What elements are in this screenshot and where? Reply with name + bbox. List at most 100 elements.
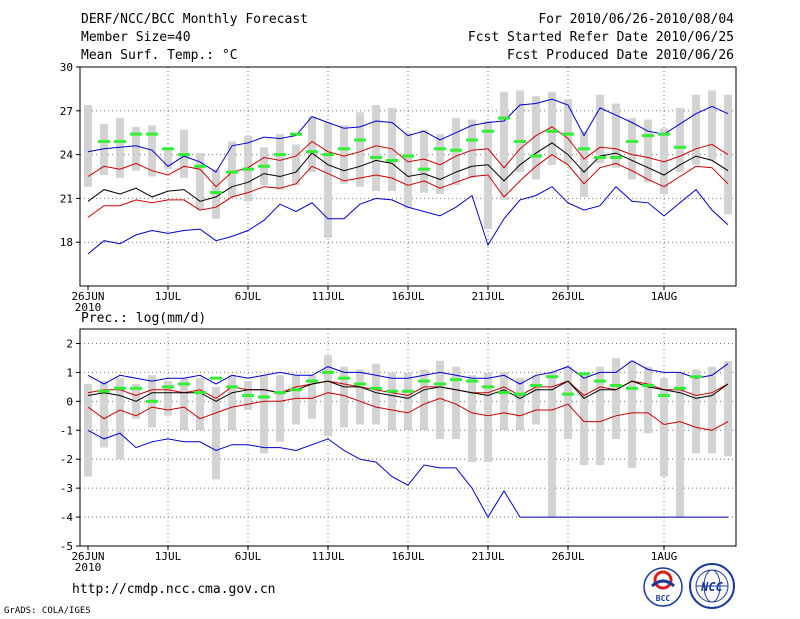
ncc-logo-text: NCC [700, 580, 723, 594]
x-tick-label: 1JUL [155, 290, 182, 303]
ensemble-range-bar [468, 375, 476, 463]
series-line-min [87, 429, 728, 519]
y-tick-label: -2 [60, 453, 73, 466]
ensemble-range-bar [372, 363, 380, 425]
y-tick-label: 1 [66, 366, 73, 379]
x-tick-label: 16JUL [391, 550, 424, 563]
ensemble-range-bar [164, 381, 172, 416]
y-tick-label: -1 [60, 424, 73, 437]
ensemble-range-bar [564, 99, 572, 164]
ensemble-range-bar [148, 125, 156, 177]
grads-credit: GrADS: COLA/IGES [4, 606, 91, 616]
ensemble-range-bar [596, 366, 604, 465]
ensemble-range-bar [260, 375, 268, 454]
series-line-lower [87, 153, 729, 218]
ensemble-range-bar [84, 104, 92, 187]
ensemble-range-bar [692, 94, 700, 165]
ensemble-range-bar [340, 125, 348, 184]
y-tick-label: 24 [60, 149, 74, 162]
ensemble-range-bar [388, 107, 396, 192]
ensemble-range-bar [132, 126, 140, 171]
ensemble-range-bar [532, 96, 540, 180]
ensemble-range-bar [436, 360, 444, 439]
x-tick-label: 16JUL [391, 290, 424, 303]
ensemble-range-bar [532, 375, 540, 425]
x-tick-label: 26JUL [551, 290, 584, 303]
x-tick-label: 1JUL [155, 550, 182, 563]
ensemble-range-bar [420, 129, 428, 193]
x-tick-label: 21JUL [471, 290, 504, 303]
ensemble-range-bar [356, 112, 364, 187]
y-tick-label: -4 [60, 511, 74, 524]
ensemble-range-bar [180, 378, 188, 431]
ensemble-range-bar [196, 153, 204, 211]
ensemble-range-bar [692, 369, 700, 454]
x-tick-label: 11JUL [311, 290, 344, 303]
y-tick-label: 18 [60, 236, 73, 249]
x-tick-label: 6JUL [235, 290, 262, 303]
series-line-max [87, 98, 729, 173]
y-tick-label: 0 [66, 395, 73, 408]
ensemble-range-bar [468, 119, 476, 178]
ensemble-range-bar [212, 386, 220, 480]
y-tick-label: 2 [66, 337, 73, 350]
ensemble-range-bar [628, 118, 636, 180]
ensemble-range-bar [308, 375, 316, 419]
ensemble-range-bar [452, 366, 460, 439]
ensemble-range-bar [676, 107, 684, 173]
ensemble-range-bar [420, 369, 428, 431]
ensemble-range-bar [324, 122, 332, 238]
ensemble-range-bar [340, 366, 348, 428]
ensemble-range-bar [516, 378, 524, 431]
temperature-panel-label: Mean Surf. Temp.: °C [81, 48, 238, 63]
ensemble-range-bar [100, 381, 108, 448]
fcst-started-date: Fcst Started Refer Date 2010/06/25 [467, 30, 734, 45]
ensemble-range-bar [84, 383, 92, 477]
ensemble-range-bar [404, 132, 412, 209]
ensemble-range-bar [708, 366, 716, 454]
ensemble-range-bar [580, 375, 588, 465]
ensemble-range-bar [500, 91, 508, 200]
forecast-period: For 2010/06/26-2010/08/04 [538, 12, 734, 27]
ensemble-range-bar [308, 116, 316, 173]
ensemble-range-bar [580, 131, 588, 197]
ensemble-range-bar [644, 119, 652, 183]
precipitation-panel-label: Prec.: log(mm/d) [81, 311, 207, 326]
x-tick-label: 21JUL [471, 550, 504, 563]
ensemble-range-bar [116, 378, 124, 460]
y-tick-label: 30 [60, 61, 73, 74]
ensemble-range-bar [660, 128, 668, 195]
ensemble-range-bar [500, 372, 508, 431]
ensemble-range-bar [388, 372, 396, 431]
ensemble-range-bar [708, 90, 716, 161]
ensemble-range-bar [644, 366, 652, 434]
ncc-logo-icon: NCC [689, 563, 735, 609]
ensemble-range-bar [548, 372, 556, 518]
series-line-mean [87, 142, 729, 202]
member-size: Member Size=40 [81, 30, 191, 45]
series-line-upper [87, 126, 729, 188]
ensemble-range-bar [324, 355, 332, 437]
ensemble-range-bar [356, 369, 364, 425]
ensemble-range-bar [228, 141, 236, 197]
y-tick-label: -3 [60, 482, 73, 495]
source-url[interactable]: http://cmdp.ncc.cma.gov.cn [72, 582, 276, 597]
ensemble-range-bar [276, 134, 284, 190]
ensemble-range-bar [372, 104, 380, 192]
bcc-logo-text: BCC [656, 594, 671, 603]
ensemble-range-bar [516, 90, 524, 173]
ensemble-range-bar [548, 91, 556, 165]
ensemble-range-bar [484, 372, 492, 463]
ensemble-range-bar [628, 360, 636, 468]
x-tick-year-label: 2010 [75, 561, 102, 574]
ensemble-range-bar [196, 378, 204, 431]
y-tick-label: 21 [60, 192, 73, 205]
ensemble-range-bar [564, 366, 572, 439]
ensemble-range-bar [292, 144, 300, 186]
y-tick-label: -5 [60, 540, 73, 553]
ensemble-range-bar [612, 357, 620, 439]
x-tick-label: 1AUG [651, 290, 678, 303]
ensemble-range-bar [100, 123, 108, 176]
